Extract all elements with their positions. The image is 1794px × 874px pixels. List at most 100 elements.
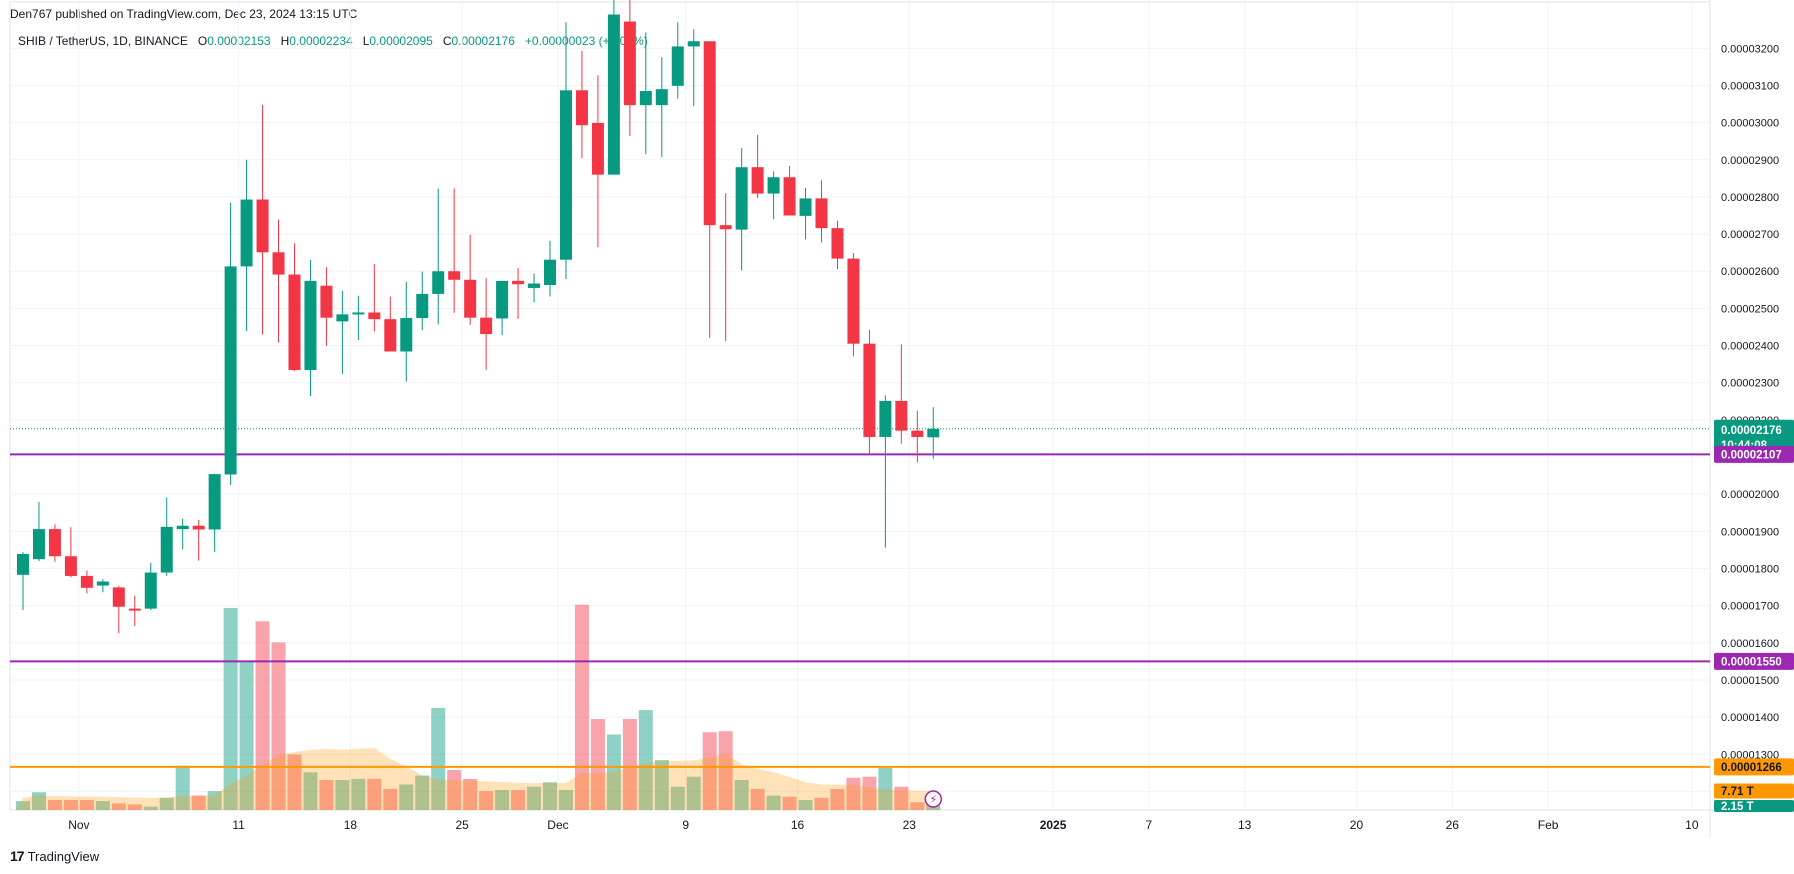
tradingview-logo-icon: 17 (10, 848, 25, 864)
low-label: L (362, 34, 370, 48)
close-label: C (442, 34, 452, 48)
candle (767, 171, 780, 220)
volume-bar (239, 662, 254, 810)
high-label: H (280, 34, 290, 48)
x-tick-label: 7 (1146, 818, 1153, 832)
volume-bar (495, 790, 510, 810)
y-tick-label: 0.00002700 (1721, 229, 1779, 241)
volume-bar (702, 732, 717, 810)
close-value: 0.00002176 (451, 34, 515, 48)
candle-body (831, 228, 844, 259)
volume-bar (319, 780, 334, 810)
volume-bar (191, 795, 206, 810)
support-line-orange-tag-text: 0.00001266 (1721, 762, 1782, 774)
y-tick-label: 0.00001800 (1721, 563, 1779, 575)
candle (703, 41, 716, 338)
volume-bar (415, 775, 430, 810)
published-line: Den767 published on TradingView.com, Dec… (10, 7, 358, 21)
candle (719, 193, 732, 342)
support-line-lower-tag: 0.00001550 (1714, 652, 1794, 670)
x-tick-label: Nov (68, 818, 89, 832)
candle (911, 410, 924, 463)
candle-body (208, 474, 221, 530)
candle-body (160, 526, 173, 573)
volume-bar (255, 621, 270, 810)
candle-body (336, 314, 349, 322)
volume-current-tag: 2.15 T (1714, 800, 1794, 813)
candle-body (815, 198, 828, 229)
candle (639, 32, 652, 155)
candle (927, 407, 940, 459)
high-value: 0.00002234 (289, 34, 353, 48)
volume-bar (798, 800, 813, 810)
volume-bar (479, 791, 494, 810)
y-tick-label: 0.00001500 (1721, 675, 1779, 687)
x-tick-label: 25 (455, 818, 469, 832)
volume-bar (335, 780, 350, 810)
volume-bar (894, 786, 909, 810)
candle (400, 281, 413, 382)
open-label: O (197, 34, 208, 48)
candle-body (544, 259, 557, 285)
volume-bar (303, 772, 318, 810)
x-tick-label: 10 (1685, 818, 1699, 832)
y-tick-label: 0.00002500 (1721, 303, 1779, 315)
candle (847, 253, 860, 357)
support-line-orange-tag-bg (1714, 758, 1794, 776)
candle (448, 188, 461, 313)
volume-bar (447, 770, 462, 810)
candle-body (64, 556, 77, 576)
volume-ma-area (15, 748, 942, 810)
candle (432, 188, 445, 325)
candle-body (703, 41, 716, 226)
candle-body (607, 14, 620, 175)
candle (128, 595, 141, 627)
tradingview-brand[interactable]: 17 TradingView (10, 848, 99, 864)
candle-body (240, 199, 253, 267)
candle-body (400, 318, 413, 352)
volume-bar (862, 776, 877, 810)
candle (512, 267, 525, 319)
candle-body (384, 319, 397, 352)
support-line-lower-tag-text: 0.00001550 (1721, 656, 1782, 668)
volume-bar (223, 607, 238, 810)
symbol-title[interactable]: SHIB / TetherUS, 1D, BINANCE (18, 34, 188, 48)
y-tick-label: 0.00001400 (1721, 712, 1779, 724)
candle-body (735, 167, 748, 230)
x-tick-label: 9 (682, 818, 689, 832)
candle (304, 260, 317, 397)
horizontal-lines[interactable] (10, 428, 1710, 768)
candle-body (863, 343, 876, 437)
y-tick-label: 0.00003100 (1721, 80, 1779, 92)
volume-current-tag-bg (1714, 800, 1794, 812)
y-tick-label: 0.00002000 (1721, 489, 1779, 501)
candle-body (368, 312, 381, 320)
candle-body (17, 553, 29, 575)
volume-bar (638, 710, 653, 810)
volume-bar (143, 806, 158, 810)
volume-bar (79, 800, 94, 810)
volume-ma-tag-text: 7.71 T (1721, 786, 1754, 798)
candle (368, 264, 381, 332)
volume-bar (95, 801, 110, 810)
candle (352, 295, 365, 340)
volume-bar (846, 777, 861, 810)
volume-ma-tag: 7.71 T (1714, 783, 1794, 799)
candle-body (847, 258, 860, 344)
candle (288, 243, 301, 371)
candle (607, 0, 620, 175)
candle-body (48, 529, 61, 557)
candle (591, 75, 604, 248)
candle (831, 220, 844, 270)
candle (144, 562, 157, 611)
support-line-lower-tag-bg (1714, 652, 1794, 670)
candle-body (591, 122, 604, 175)
candle (575, 50, 588, 159)
candle (528, 273, 541, 303)
candle-body (496, 280, 509, 319)
candlesticks[interactable]: ⚡ (17, 0, 943, 808)
candle (496, 280, 509, 336)
candle-body (128, 608, 141, 611)
lightning-glyph: ⚡ (929, 793, 937, 806)
